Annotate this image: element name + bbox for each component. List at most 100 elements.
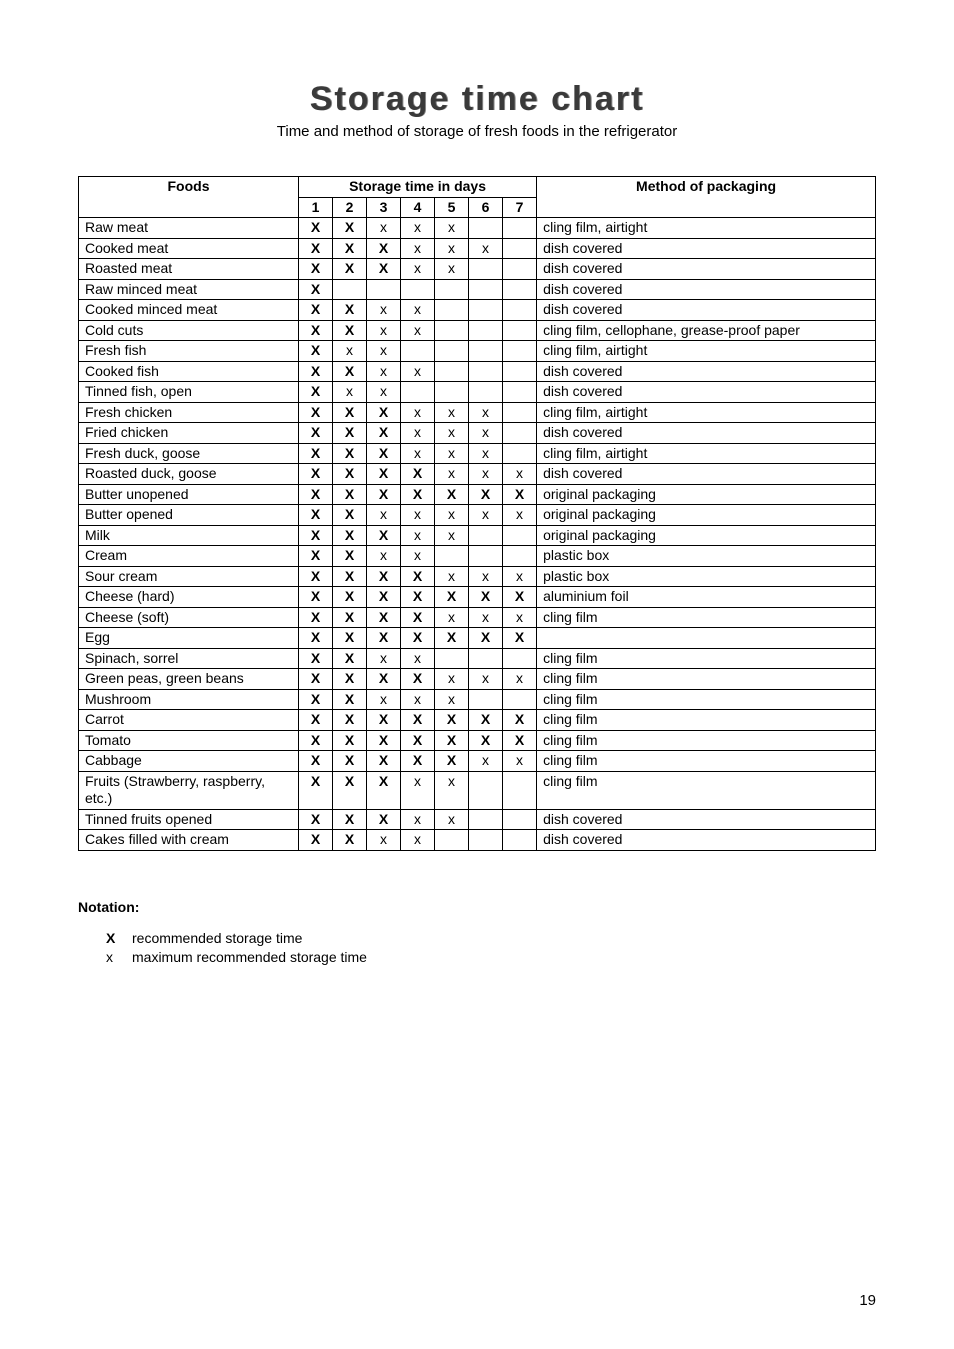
day-cell [469,382,503,403]
day-cell: X [333,566,367,587]
header-day: 1 [299,197,333,218]
food-cell: Tinned fruits opened [79,809,299,830]
header-method: Method of packaging [537,177,876,218]
day-cell: X [333,464,367,485]
day-cell [435,341,469,362]
day-cell [469,771,503,809]
day-cell: X [367,566,401,587]
method-cell: cling film [537,730,876,751]
food-cell: Fresh duck, goose [79,443,299,464]
table-row: EggXXXXXXX [79,628,876,649]
table-row: Raw minced meatXdish covered [79,279,876,300]
storage-table: Foods Storage time in days Method of pac… [78,176,876,851]
day-cell: X [333,218,367,239]
day-cell: X [367,484,401,505]
day-cell: X [299,505,333,526]
day-cell [469,648,503,669]
day-cell: x [503,566,537,587]
day-cell: x [469,238,503,259]
day-cell: x [503,464,537,485]
table-row: CarrotXXXXXXXcling film [79,710,876,731]
day-cell: x [435,402,469,423]
day-cell: X [299,566,333,587]
day-cell: X [469,710,503,731]
table-row: MushroomXXxxxcling film [79,689,876,710]
day-cell: X [367,238,401,259]
day-cell: x [503,751,537,772]
day-cell: X [299,259,333,280]
day-cell: x [435,464,469,485]
day-cell: X [503,484,537,505]
day-cell: X [435,587,469,608]
table-row: Green peas, green beansXXXXxxxcling film [79,669,876,690]
food-cell: Roasted meat [79,259,299,280]
day-cell: x [401,525,435,546]
food-cell: Raw minced meat [79,279,299,300]
day-cell: x [367,382,401,403]
food-cell: Fried chicken [79,423,299,444]
day-cell: X [333,809,367,830]
method-cell: dish covered [537,279,876,300]
day-cell: X [299,464,333,485]
table-row: Cheese (hard)XXXXXXXaluminium foil [79,587,876,608]
notation-text: recommended storage time [132,929,302,949]
food-cell: Green peas, green beans [79,669,299,690]
day-cell: X [299,751,333,772]
food-cell: Cheese (hard) [79,587,299,608]
day-cell [469,218,503,239]
day-cell: x [435,443,469,464]
day-cell: X [401,484,435,505]
day-cell: X [333,546,367,567]
day-cell: x [469,751,503,772]
food-cell: Cooked fish [79,361,299,382]
day-cell: X [367,607,401,628]
document-page: Storage time chart Time and method of st… [0,0,954,1349]
food-cell: Butter unopened [79,484,299,505]
day-cell: x [435,525,469,546]
method-cell: original packaging [537,484,876,505]
day-cell: X [367,628,401,649]
day-cell: x [401,238,435,259]
day-cell [469,300,503,321]
table-row: Cooked minced meatXXxxdish covered [79,300,876,321]
day-cell: X [401,751,435,772]
header-storage-span: Storage time in days [299,177,537,198]
food-cell: Cabbage [79,751,299,772]
method-cell: cling film [537,710,876,731]
day-cell: X [299,669,333,690]
table-row: TomatoXXXXXXXcling film [79,730,876,751]
day-cell: X [401,464,435,485]
day-cell [401,382,435,403]
day-cell [435,830,469,851]
table-row: Tinned fruits openedXXXxxdish covered [79,809,876,830]
day-cell: X [299,525,333,546]
day-cell [469,279,503,300]
method-cell: dish covered [537,361,876,382]
table-row: Fresh fishXxxcling film, airtight [79,341,876,362]
page-number: 19 [859,1292,876,1309]
method-cell: cling film [537,751,876,772]
notation-row: Xrecommended storage time [106,929,876,949]
day-cell: x [401,648,435,669]
header-day: 6 [469,197,503,218]
day-cell: x [333,341,367,362]
day-cell: X [367,751,401,772]
table-row: Fresh duck, gooseXXXxxxcling film, airti… [79,443,876,464]
day-cell: x [367,361,401,382]
day-cell: X [469,730,503,751]
day-cell: x [367,689,401,710]
day-cell [503,525,537,546]
day-cell: X [333,587,367,608]
day-cell: X [299,830,333,851]
day-cell: X [503,628,537,649]
day-cell: X [401,587,435,608]
method-cell: cling film, airtight [537,341,876,362]
day-cell [503,809,537,830]
day-cell [435,546,469,567]
day-cell: x [401,546,435,567]
method-cell: cling film, cellophane, grease-proof pap… [537,320,876,341]
day-cell: X [333,361,367,382]
day-cell [469,259,503,280]
day-cell: x [469,505,503,526]
food-cell: Fresh fish [79,341,299,362]
